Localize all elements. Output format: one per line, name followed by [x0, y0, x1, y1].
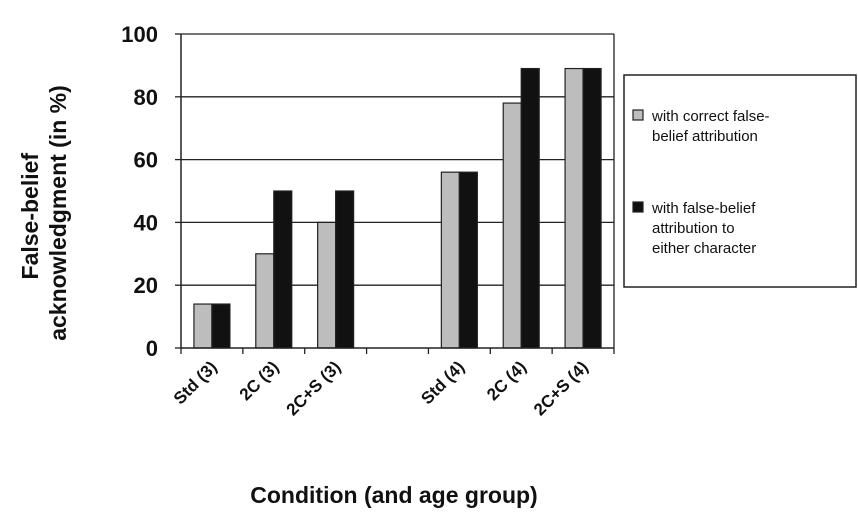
- y-tick-label: 0: [146, 336, 158, 361]
- x-axis-label: Condition (and age group): [250, 482, 537, 508]
- bar-correct-attribution: [317, 221, 337, 349]
- legend-swatch: [632, 109, 644, 121]
- x-tick-label: 2C (3): [236, 357, 283, 404]
- bar-either-character: [273, 190, 293, 349]
- legend-swatch: [632, 201, 644, 213]
- legend: with correct false-belief attributionwit…: [623, 74, 857, 288]
- y-tick-label: 60: [134, 148, 158, 173]
- legend-label-line: with false-belief: [651, 200, 756, 217]
- bars: [193, 67, 602, 349]
- legend-box: [623, 74, 857, 288]
- bar-either-character: [582, 67, 602, 349]
- legend-label-line: with correct false-: [651, 108, 770, 125]
- bar-correct-attribution: [564, 67, 584, 349]
- bar-either-character: [335, 190, 355, 349]
- bar-correct-attribution: [440, 171, 460, 349]
- y-tick-labels: 0 20 40 60 80 100: [121, 22, 158, 361]
- y-axis-label: False-belief acknowledgment (in %): [17, 85, 71, 341]
- legend-label: with correct false-belief attribution: [651, 108, 770, 145]
- x-tick-label: 2C+S (4): [530, 357, 592, 419]
- bar-either-character: [520, 67, 540, 349]
- y-tick-label: 20: [134, 273, 158, 298]
- legend-item: with false-belief attribution to either ch…: [632, 200, 756, 257]
- y-tick-label: 100: [121, 22, 158, 47]
- y-tick-label: 80: [134, 85, 158, 110]
- y-axis-label-line-1: False-belief: [17, 153, 43, 280]
- legend-item: with correct false-belief attribution: [632, 108, 770, 145]
- legend-label-line: belief attribution: [652, 128, 758, 145]
- x-tick-label: Std (4): [417, 357, 468, 408]
- x-tick-label: 2C+S (3): [283, 357, 345, 419]
- bar-correct-attribution: [255, 253, 275, 349]
- bar-correct-attribution: [502, 102, 522, 349]
- y-tick-label: 40: [134, 210, 158, 235]
- x-tick-labels: Std (3) 2C (3) 2C+S (3) Std (4) 2C (4) 2C+S (…: [170, 357, 592, 419]
- bar-correct-attribution: [193, 303, 213, 349]
- axes: [175, 33, 615, 354]
- y-axis-label-line-2: acknowledgment (in %): [45, 85, 71, 341]
- bar-either-character: [211, 303, 231, 349]
- x-tick-label: Std (3): [170, 357, 221, 408]
- gridlines: [181, 33, 614, 286]
- bar-either-character: [458, 171, 478, 349]
- legend-label: with false-belief attribution to either ch…: [651, 200, 756, 257]
- x-tick-label: 2C (4): [483, 357, 530, 404]
- legend-label-line: either character: [652, 240, 756, 257]
- legend-label-line: attribution to: [652, 220, 735, 237]
